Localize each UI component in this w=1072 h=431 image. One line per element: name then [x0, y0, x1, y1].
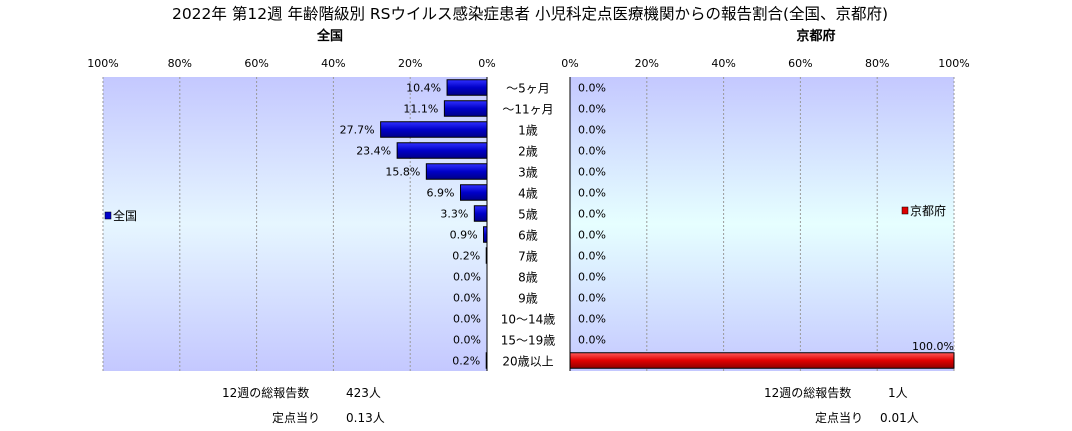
- left-tick-label: 0%: [478, 57, 495, 70]
- right-tick-label: 100%: [938, 57, 969, 70]
- left-data-label: 0.0%: [453, 334, 481, 347]
- category-label: 5歳: [518, 208, 538, 222]
- right-axis-ticks: 0% 20% 40% 60% 80% 100%: [561, 57, 969, 70]
- right-tick-label: 40%: [711, 57, 735, 70]
- right-data-labels: 0.0% 0.0% 0.0% 0.0% 0.0% 0.0% 0.0% 0.0% 0.0% 0.0%…: [578, 82, 954, 353]
- right-footer-per-value: 0.01人: [880, 411, 919, 425]
- right-data-label: 0.0%: [578, 187, 606, 200]
- right-bars: [569, 352, 955, 369]
- category-label: 1歳: [518, 124, 538, 138]
- right-tick-label: 80%: [865, 57, 889, 70]
- left-data-label: 0.0%: [453, 313, 481, 326]
- left-data-label: 6.9%: [427, 187, 455, 200]
- left-data-label: 0.0%: [453, 292, 481, 305]
- left-data-label: 0.9%: [450, 229, 478, 242]
- right-data-label: 0.0%: [578, 124, 606, 137]
- category-labels: ～5ヶ月 ～11ヶ月 1歳 2歳 3歳 4歳 5歳 6歳 7歳 8歳 9歳 10～14歳 15～19歳 2…: [501, 82, 556, 369]
- left-data-label: 15.8%: [385, 166, 420, 179]
- category-label: 7歳: [518, 250, 538, 264]
- right-footer: 12週の総報告数 1人 定点当り 0.01人: [764, 385, 919, 425]
- category-label: 20歳以上: [502, 355, 553, 369]
- left-bar: [460, 184, 488, 201]
- left-bar: [443, 100, 488, 117]
- right-data-label: 0.0%: [578, 313, 606, 326]
- right-data-label: 0.0%: [578, 250, 606, 263]
- left-data-labels: 10.4% 11.1% 27.7% 23.4% 15.8% 6.9% 3.3% 0.9% 0.2…: [340, 82, 481, 368]
- left-panel-title: 全国: [316, 28, 343, 44]
- right-tick-label: 0%: [561, 57, 578, 70]
- right-footer-per-label: 定点当り: [815, 410, 863, 425]
- chart-title: 2022年 第12週 年齢階級別 RSウイルス感染症患者 小児科定点医療機関から…: [172, 5, 888, 23]
- right-legend-swatch: [901, 206, 909, 215]
- right-tick-label: 60%: [788, 57, 812, 70]
- right-bar: [569, 352, 955, 369]
- right-gridlines: [646, 77, 955, 371]
- left-tick-label: 40%: [321, 57, 345, 70]
- left-footer-total-label: 12週の総報告数: [222, 385, 309, 400]
- left-data-label: 11.1%: [403, 103, 438, 116]
- left-tick-label: 60%: [244, 57, 268, 70]
- category-label: ～5ヶ月: [506, 82, 550, 96]
- left-footer-per-value: 0.13人: [346, 411, 385, 425]
- left-legend-swatch: [104, 211, 112, 220]
- category-label: 9歳: [518, 292, 538, 306]
- left-gridlines: [102, 77, 411, 371]
- category-label: 15～19歳: [501, 334, 556, 348]
- right-footer-total-value: 1人: [888, 386, 908, 400]
- right-legend-label: 京都府: [910, 203, 946, 218]
- left-axis-ticks: 100% 80% 60% 40% 20% 0%: [87, 57, 495, 70]
- left-data-label: 27.7%: [340, 124, 375, 137]
- right-data-label: 0.0%: [578, 103, 606, 116]
- left-legend-label: 全国: [113, 208, 137, 223]
- left-bar: [473, 205, 488, 222]
- left-data-label: 3.3%: [440, 208, 468, 221]
- category-label: 6歳: [518, 229, 538, 243]
- left-data-label: 0.2%: [452, 355, 480, 368]
- left-data-label: 10.4%: [406, 82, 441, 95]
- left-footer: 12週の総報告数 423人 定点当り 0.13人: [222, 385, 385, 425]
- left-bar: [483, 226, 488, 243]
- left-bars: [380, 79, 488, 369]
- left-tick-label: 100%: [87, 57, 118, 70]
- left-tick-label: 20%: [398, 57, 422, 70]
- right-data-label: 0.0%: [578, 166, 606, 179]
- category-label: 8歳: [518, 271, 538, 285]
- left-legend: 全国: [104, 208, 137, 223]
- right-tick-label: 20%: [635, 57, 659, 70]
- right-data-label: 0.0%: [578, 82, 606, 95]
- category-label: 2歳: [518, 145, 538, 159]
- category-label: 3歳: [518, 166, 538, 180]
- right-legend: 京都府: [901, 203, 946, 218]
- left-bar: [485, 247, 488, 264]
- left-bar: [396, 142, 488, 159]
- left-bar: [485, 352, 488, 369]
- left-plot-area: [103, 77, 487, 371]
- left-tick-label: 80%: [168, 57, 192, 70]
- right-data-label: 0.0%: [578, 292, 606, 305]
- right-panel-title: 京都府: [796, 28, 835, 44]
- category-label: 4歳: [518, 187, 538, 201]
- right-data-label: 0.0%: [578, 229, 606, 242]
- category-label: 10～14歳: [501, 313, 556, 327]
- left-data-label: 0.2%: [452, 250, 480, 263]
- left-bar: [380, 121, 488, 138]
- left-data-label: 0.0%: [453, 271, 481, 284]
- right-data-label: 0.0%: [578, 145, 606, 158]
- right-data-label: 0.0%: [578, 208, 606, 221]
- left-bar: [446, 79, 488, 96]
- category-label: ～11ヶ月: [502, 103, 553, 117]
- left-data-label: 23.4%: [356, 145, 391, 158]
- right-plot-area: [570, 77, 954, 371]
- left-bar: [425, 163, 488, 180]
- right-footer-total-label: 12週の総報告数: [764, 385, 851, 400]
- right-data-label: 0.0%: [578, 334, 606, 347]
- left-footer-total-value: 423人: [346, 386, 381, 400]
- right-data-label: 0.0%: [578, 271, 606, 284]
- left-footer-per-label: 定点当り: [272, 410, 320, 425]
- right-data-label: 100.0%: [912, 340, 954, 353]
